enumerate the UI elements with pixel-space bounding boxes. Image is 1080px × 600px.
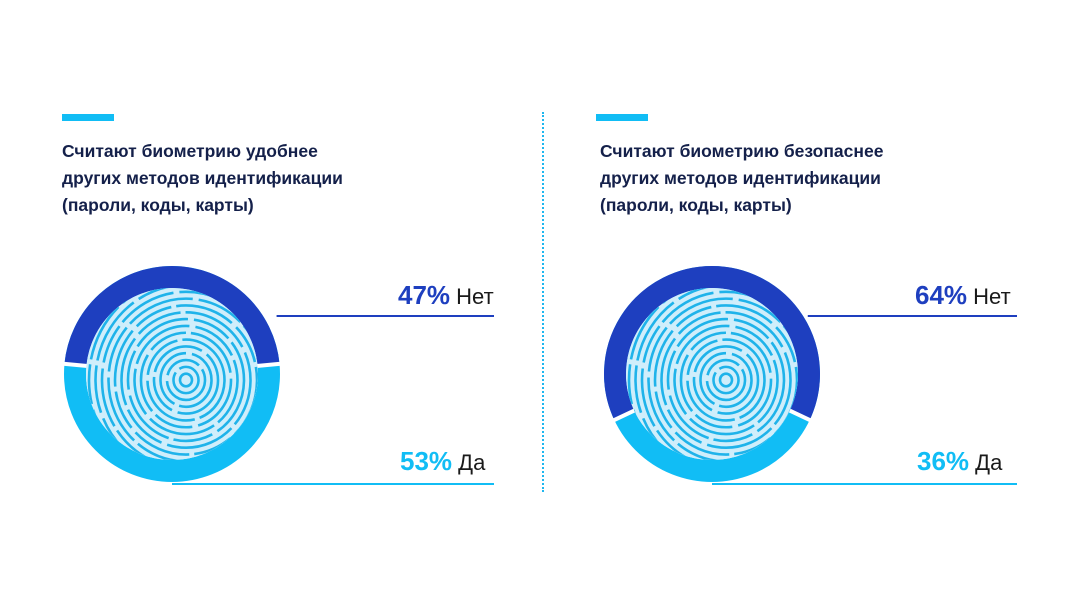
label-yes: 53% Да: [400, 446, 485, 477]
slice-label-yes: Да: [458, 450, 486, 475]
label-yes: 36% Да: [917, 446, 1002, 477]
chart-panel-convenience: Считают биометрию удобнее других методов…: [62, 114, 494, 485]
chart-title-line: (пароли, коды, карты): [62, 195, 254, 215]
label-no: 64% Нет: [915, 280, 1011, 311]
chart-title-line: (пароли, коды, карты): [600, 195, 792, 215]
slice-separator: [256, 361, 281, 368]
chart-title: Считают биометрию безопаснее других мето…: [600, 138, 960, 219]
donut-chart: [63, 266, 494, 485]
panel-divider: [542, 112, 544, 492]
fingerprint-icon: [86, 288, 258, 460]
chart-title-line: Считают биометрию безопаснее: [600, 141, 884, 161]
accent-bar: [596, 114, 648, 121]
slice-value-yes: 36%: [917, 446, 970, 476]
slice-value-no: 47%: [398, 280, 451, 310]
chart-panel-security: Считают биометрию безопаснее других мето…: [535, 0, 1075, 600]
accent-bar: [62, 114, 114, 121]
slice-separator: [612, 408, 636, 423]
slice-label-no: Нет: [973, 284, 1011, 309]
slice-value-no: 64%: [915, 280, 968, 310]
slice-no: [64, 266, 280, 367]
label-no: 47% Нет: [398, 280, 494, 311]
slice-no: [604, 266, 820, 420]
chart-title-line: Считают биометрию удобнее: [62, 141, 318, 161]
chart-title-line: других методов идентификации: [600, 168, 881, 188]
slice-separator: [788, 408, 812, 423]
fingerprint-icon: [626, 288, 798, 460]
chart-title: Считают биометрию удобнее других методов…: [62, 138, 422, 219]
slice-label-yes: Да: [975, 450, 1003, 475]
donut-chart: [604, 266, 1017, 485]
slice-separator: [63, 361, 88, 368]
slice-label-no: Нет: [456, 284, 494, 309]
chart-title-line: других методов идентификации: [62, 168, 343, 188]
slice-value-yes: 53%: [400, 446, 453, 476]
